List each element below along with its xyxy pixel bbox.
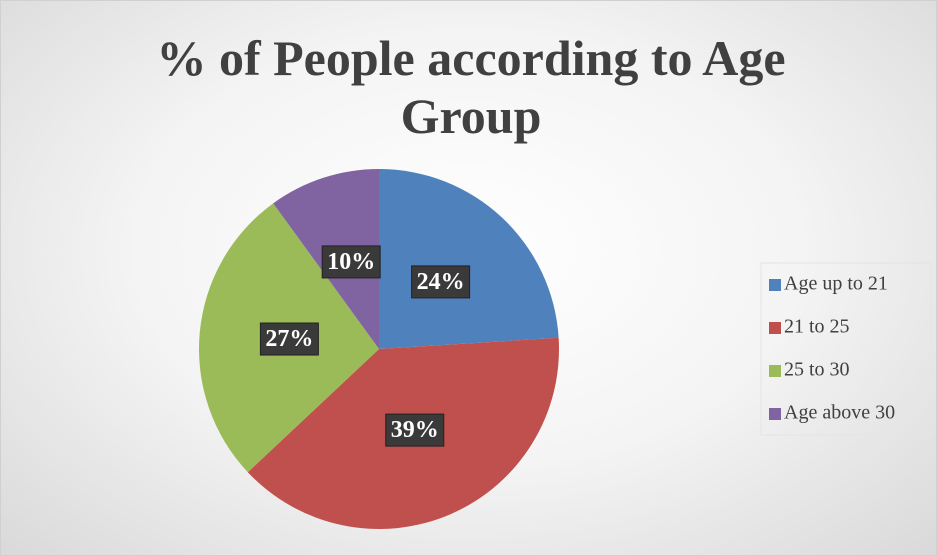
data-label-text: 27%: [265, 326, 313, 352]
data-label: 10%: [321, 245, 381, 279]
data-label-box: [411, 265, 471, 299]
legend-label: Age above 30: [784, 402, 895, 424]
legend-swatch: [769, 279, 781, 291]
legend-box: [760, 262, 932, 436]
legend-label: 21 to 25: [784, 316, 850, 338]
legend-swatch: [769, 408, 781, 420]
legend-swatch: [769, 322, 781, 334]
data-label-text: 24%: [417, 269, 465, 295]
data-label-text: 39%: [391, 417, 439, 443]
legend-swatch: [769, 365, 781, 377]
data-label-text: 10%: [327, 249, 375, 275]
legend-label: 25 to 30: [784, 359, 850, 381]
data-label-box: [385, 413, 445, 447]
data-label: 27%: [259, 322, 319, 356]
pie-slice: [379, 169, 559, 349]
data-label: 39%: [385, 413, 445, 447]
data-label: 24%: [411, 265, 471, 299]
legend-label: Age up to 21: [784, 273, 888, 295]
data-label-box: [259, 322, 319, 356]
data-label-box: [321, 245, 381, 279]
chart-title: % of People according to Age Group: [156, 30, 786, 144]
